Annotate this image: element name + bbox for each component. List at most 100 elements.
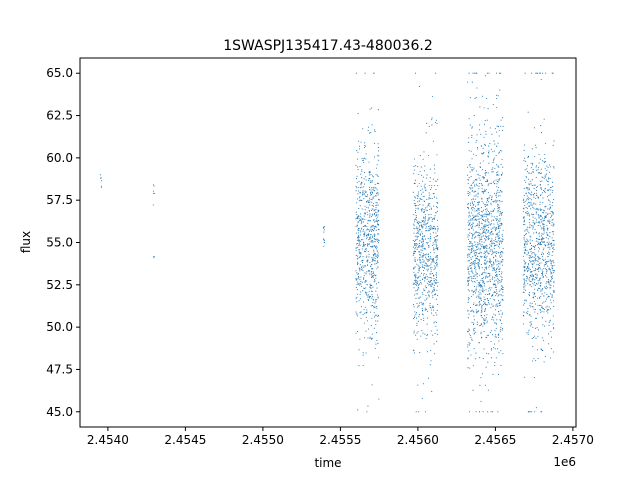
data-point	[468, 72, 470, 74]
data-point	[424, 277, 426, 279]
data-point	[471, 262, 473, 264]
data-point	[474, 185, 476, 187]
data-point	[497, 224, 499, 226]
data-point	[531, 148, 533, 150]
data-point	[418, 276, 420, 278]
y-tick-label: 57.5	[46, 193, 73, 207]
data-point	[538, 250, 540, 252]
data-point	[542, 211, 544, 213]
data-point	[369, 171, 371, 173]
data-point	[472, 271, 474, 273]
data-point	[415, 165, 417, 167]
data-point	[355, 332, 357, 334]
data-point	[501, 338, 503, 340]
data-point	[490, 349, 492, 351]
x-tick-label: 2.4550	[242, 433, 284, 447]
data-point	[533, 337, 535, 339]
data-point	[435, 259, 438, 261]
data-point	[523, 283, 525, 285]
data-point	[485, 130, 487, 133]
data-point	[424, 214, 426, 216]
data-point	[361, 281, 363, 283]
data-point	[552, 247, 554, 249]
data-point	[538, 214, 540, 217]
data-point	[530, 162, 532, 164]
data-point	[469, 204, 472, 206]
data-point	[489, 292, 491, 295]
data-point	[484, 238, 486, 240]
data-point	[538, 217, 540, 219]
data-point	[535, 317, 537, 319]
data-point	[476, 286, 478, 288]
data-point	[479, 292, 481, 294]
data-point	[431, 390, 433, 393]
data-point	[422, 211, 425, 213]
data-point	[538, 297, 541, 299]
data-point	[537, 329, 539, 331]
data-point	[479, 179, 481, 181]
data-point	[358, 140, 360, 142]
data-point	[432, 295, 434, 297]
data-point	[545, 306, 547, 308]
data-point	[369, 336, 371, 338]
data-point	[471, 309, 473, 311]
data-point	[480, 244, 482, 246]
data-point	[486, 235, 488, 238]
data-point	[372, 197, 374, 199]
data-point	[355, 218, 357, 220]
data-point	[493, 216, 495, 218]
data-point	[493, 319, 495, 321]
data-point	[361, 266, 363, 268]
data-point	[428, 228, 430, 230]
data-point	[425, 265, 427, 267]
data-point	[543, 217, 545, 219]
data-point	[433, 228, 435, 230]
data-point	[435, 188, 437, 191]
data-point	[537, 196, 539, 198]
data-point	[549, 287, 551, 289]
data-point	[467, 141, 469, 143]
data-point	[481, 307, 483, 309]
data-point	[524, 289, 526, 291]
data-point	[538, 232, 540, 234]
data-point	[422, 235, 424, 238]
data-point	[367, 222, 369, 224]
data-point	[365, 352, 367, 354]
data-point	[470, 249, 472, 252]
data-point	[434, 353, 436, 355]
data-point	[478, 218, 480, 220]
data-point	[423, 288, 425, 290]
data-point	[322, 227, 324, 229]
data-point	[417, 384, 419, 386]
data-point	[478, 411, 481, 413]
data-point	[480, 217, 482, 220]
data-point	[541, 255, 543, 258]
data-point	[523, 281, 525, 283]
data-point	[499, 89, 501, 91]
data-point	[497, 181, 499, 183]
data-point	[502, 125, 504, 127]
data-point	[468, 350, 470, 352]
data-point	[550, 211, 552, 213]
data-point	[413, 294, 416, 296]
data-point	[417, 166, 419, 168]
data-point	[372, 277, 374, 279]
data-point	[362, 265, 364, 267]
data-point	[415, 282, 417, 284]
data-point	[475, 411, 477, 413]
data-point	[541, 176, 543, 178]
data-point	[414, 279, 416, 282]
data-point	[501, 285, 503, 287]
data-point	[483, 177, 485, 179]
data-point	[544, 188, 546, 190]
data-point	[531, 286, 533, 288]
data-point	[547, 251, 550, 253]
data-point	[476, 72, 478, 74]
scatter-points	[99, 72, 555, 413]
data-point	[496, 244, 498, 246]
data-point	[477, 203, 479, 205]
data-point	[424, 280, 426, 282]
data-point	[436, 309, 438, 311]
data-point	[495, 304, 497, 306]
data-point	[484, 246, 486, 248]
